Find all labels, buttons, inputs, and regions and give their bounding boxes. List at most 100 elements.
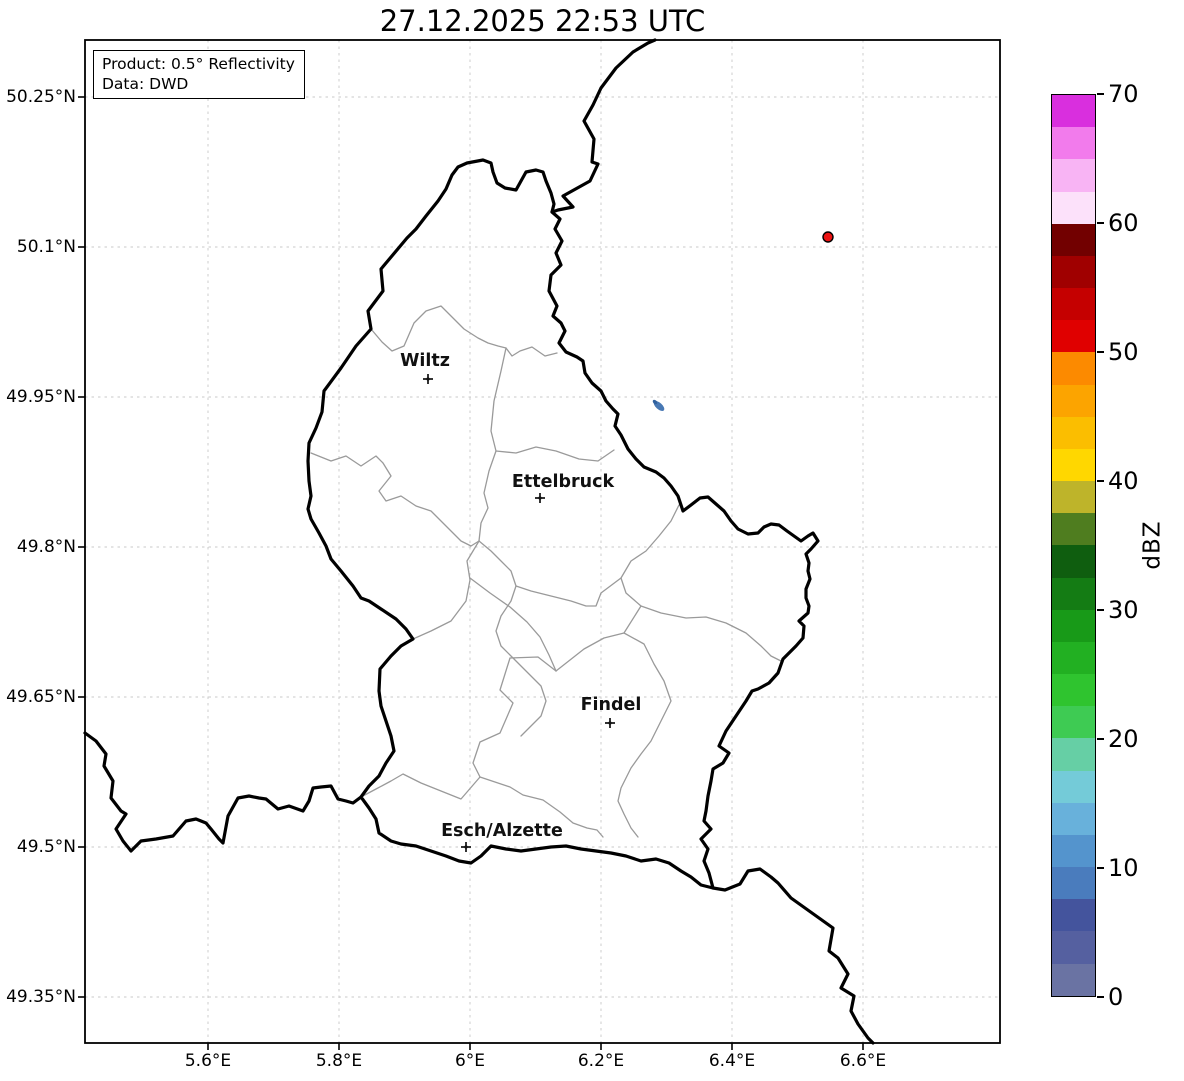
radar-site-marker <box>822 231 834 243</box>
x-tick-label: 6.2°E <box>577 1051 625 1071</box>
city-label: Esch/Alzette <box>441 821 563 841</box>
district-border <box>412 540 480 640</box>
colorbar-tick-mark <box>1097 996 1104 998</box>
product-info-box: Product: 0.5° Reflectivity Data: DWD <box>93 50 305 99</box>
district-border <box>478 347 507 542</box>
colorbar-segment <box>1052 641 1095 675</box>
y-tick-label: 49.95°N <box>6 387 76 407</box>
colorbar-segment <box>1052 674 1095 707</box>
y-tick-label: 50.25°N <box>6 87 76 107</box>
city-marker-icon <box>423 374 433 384</box>
y-tick-label: 49.65°N <box>6 687 76 707</box>
colorbar-segment <box>1052 899 1095 932</box>
colorbar-segment <box>1052 834 1095 868</box>
colorbar-unit-label: dBZ <box>1139 520 1166 570</box>
city-ettelbruck: Ettelbruck <box>512 472 615 503</box>
belgium-france-border <box>83 731 363 853</box>
axis-ticks <box>78 96 864 1050</box>
city-label: Ettelbruck <box>512 472 615 492</box>
district-border <box>515 577 622 607</box>
y-tick-label: 49.35°N <box>6 987 76 1007</box>
belgium-germany-border <box>550 38 657 214</box>
district-border <box>555 605 642 672</box>
x-tick-label: 6.6°E <box>839 1051 887 1071</box>
city-marker-icon <box>605 718 615 728</box>
colorbar-tick-label: 10 <box>1108 854 1139 882</box>
colorbar-tick-mark <box>1097 351 1104 353</box>
colorbar-tick-label: 20 <box>1108 725 1139 753</box>
y-tick-label: 49.5°N <box>16 837 76 857</box>
city-marker-icon <box>461 842 471 852</box>
grid-lines <box>85 40 1000 1043</box>
x-tick-label: 6°E <box>454 1051 486 1071</box>
district-border <box>370 305 558 357</box>
data-source-line: Data: DWD <box>102 75 189 93</box>
colorbar-tick-label: 40 <box>1108 467 1139 495</box>
district-borders <box>310 305 782 838</box>
x-tick-label: 5.6°E <box>184 1051 232 1071</box>
luxembourg-border <box>306 158 820 890</box>
district-border <box>360 773 481 800</box>
colorbar-segment <box>1052 770 1095 803</box>
colorbar <box>1051 94 1096 997</box>
colorbar-tick-label: 70 <box>1108 80 1139 108</box>
colorbar-tick-label: 60 <box>1108 209 1139 237</box>
colorbar-segment <box>1052 448 1095 482</box>
colorbar-segment <box>1052 95 1095 128</box>
colorbar-tick-label: 0 <box>1108 983 1124 1011</box>
product-line: Product: 0.5° Reflectivity <box>102 55 295 73</box>
colorbar-tick-mark <box>1097 480 1104 482</box>
city-label: Findel <box>581 695 642 715</box>
x-tick-label: 5.8°E <box>315 1051 363 1071</box>
district-border <box>478 540 547 737</box>
colorbar-tick-mark <box>1097 222 1104 224</box>
district-border <box>310 452 480 547</box>
colorbar-segment <box>1052 706 1095 739</box>
district-border <box>620 504 782 662</box>
city-marker-icon <box>535 493 545 503</box>
colorbar-segment <box>1052 191 1095 224</box>
y-tick-label: 50.1°N <box>16 237 76 257</box>
colorbar-segment <box>1052 867 1095 900</box>
colorbar-segment <box>1052 481 1095 514</box>
country-borders <box>83 38 875 1045</box>
colorbar-segment <box>1052 127 1095 160</box>
city-esch-alzette: Esch/Alzette <box>441 821 563 852</box>
city-findel: Findel <box>581 695 642 728</box>
colorbar-segment <box>1052 963 1095 996</box>
district-border <box>617 632 672 838</box>
colorbar-tick-label: 50 <box>1108 338 1139 366</box>
city-wiltz: Wiltz <box>400 351 450 384</box>
colorbar-tick-mark <box>1097 93 1104 95</box>
colorbar-segment <box>1052 931 1095 964</box>
radar-echo-tip <box>652 399 658 405</box>
colorbar-segment <box>1052 255 1095 289</box>
colorbar-segment <box>1052 513 1095 546</box>
colorbar-segment <box>1052 738 1095 771</box>
colorbar-segment <box>1052 159 1095 192</box>
radar-echo-layer <box>652 231 834 411</box>
colorbar-segment <box>1052 223 1095 256</box>
colorbar-segment <box>1052 384 1095 417</box>
map-frame <box>84 39 1001 1044</box>
district-border <box>469 577 557 672</box>
colorbar-tick-label: 30 <box>1108 596 1139 624</box>
colorbar-segment <box>1052 609 1095 642</box>
y-tick-label: 49.8°N <box>16 537 76 557</box>
colorbar-segment <box>1052 320 1095 353</box>
colorbar-tick-mark <box>1097 609 1104 611</box>
colorbar-tick-mark <box>1097 738 1104 740</box>
figure-title: 27.12.2025 22:53 UTC <box>379 4 706 38</box>
x-tick-label: 6.4°E <box>708 1051 756 1071</box>
colorbar-segment <box>1052 802 1095 835</box>
district-border <box>472 656 604 838</box>
city-label: Wiltz <box>400 351 450 371</box>
district-border <box>495 446 615 462</box>
colorbar-segment <box>1052 352 1095 385</box>
colorbar-tick-mark <box>1097 867 1104 869</box>
colorbar-segment <box>1052 577 1095 610</box>
france-germany-border <box>711 867 875 1045</box>
city-labels-layer: Wiltz Ettelbruck Findel Esch/Alzette <box>400 351 641 852</box>
